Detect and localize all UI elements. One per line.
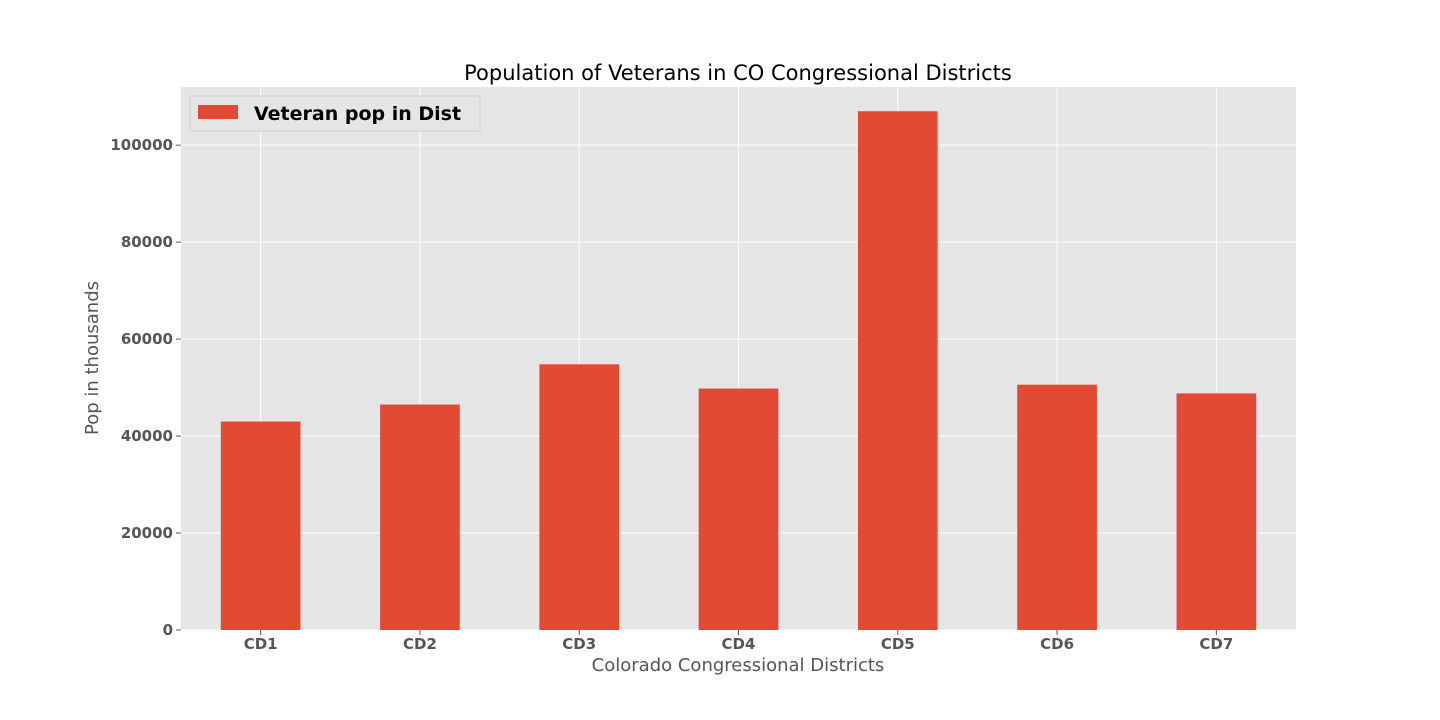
bar-cd7 bbox=[1176, 393, 1257, 630]
chart-title: Population of Veterans in CO Congression… bbox=[464, 61, 1012, 85]
y-tick-label: 20000 bbox=[121, 524, 173, 542]
x-tick-label: CD2 bbox=[403, 635, 437, 653]
x-tick-label: CD1 bbox=[244, 635, 278, 653]
y-tick-label: 40000 bbox=[121, 427, 173, 445]
y-tick-label: 0 bbox=[163, 621, 173, 639]
bar-cd4 bbox=[698, 388, 779, 630]
bars bbox=[220, 111, 1257, 630]
x-axis-label: Colorado Congressional Districts bbox=[592, 655, 885, 676]
legend-box bbox=[189, 95, 481, 132]
bar-cd1 bbox=[220, 421, 301, 630]
bar-cd3 bbox=[539, 364, 620, 630]
bar-cd5 bbox=[857, 111, 938, 630]
y-tick-label: 80000 bbox=[121, 233, 173, 251]
legend-swatch bbox=[198, 105, 238, 119]
bar-cd6 bbox=[1017, 384, 1097, 630]
y-axis-ticks: 0 20000 40000 60000 80000 100000 bbox=[110, 136, 181, 639]
bar-cd2 bbox=[380, 404, 460, 630]
x-tick-label: CD4 bbox=[722, 635, 756, 653]
legend: Veteran pop in Dist bbox=[189, 95, 481, 132]
x-tick-label: CD3 bbox=[562, 635, 596, 653]
y-tick-label: 60000 bbox=[121, 330, 173, 348]
x-tick-label: CD7 bbox=[1199, 635, 1233, 653]
x-tick-label: CD5 bbox=[881, 635, 915, 653]
y-tick-label: 100000 bbox=[110, 136, 173, 154]
legend-label: Veteran pop in Dist bbox=[254, 103, 461, 125]
x-tick-label: CD6 bbox=[1040, 635, 1074, 653]
y-axis-label: Pop in thousands bbox=[82, 281, 103, 435]
x-axis-ticks: CD1 CD2 CD3 CD4 CD5 CD6 CD7 bbox=[244, 630, 1233, 653]
